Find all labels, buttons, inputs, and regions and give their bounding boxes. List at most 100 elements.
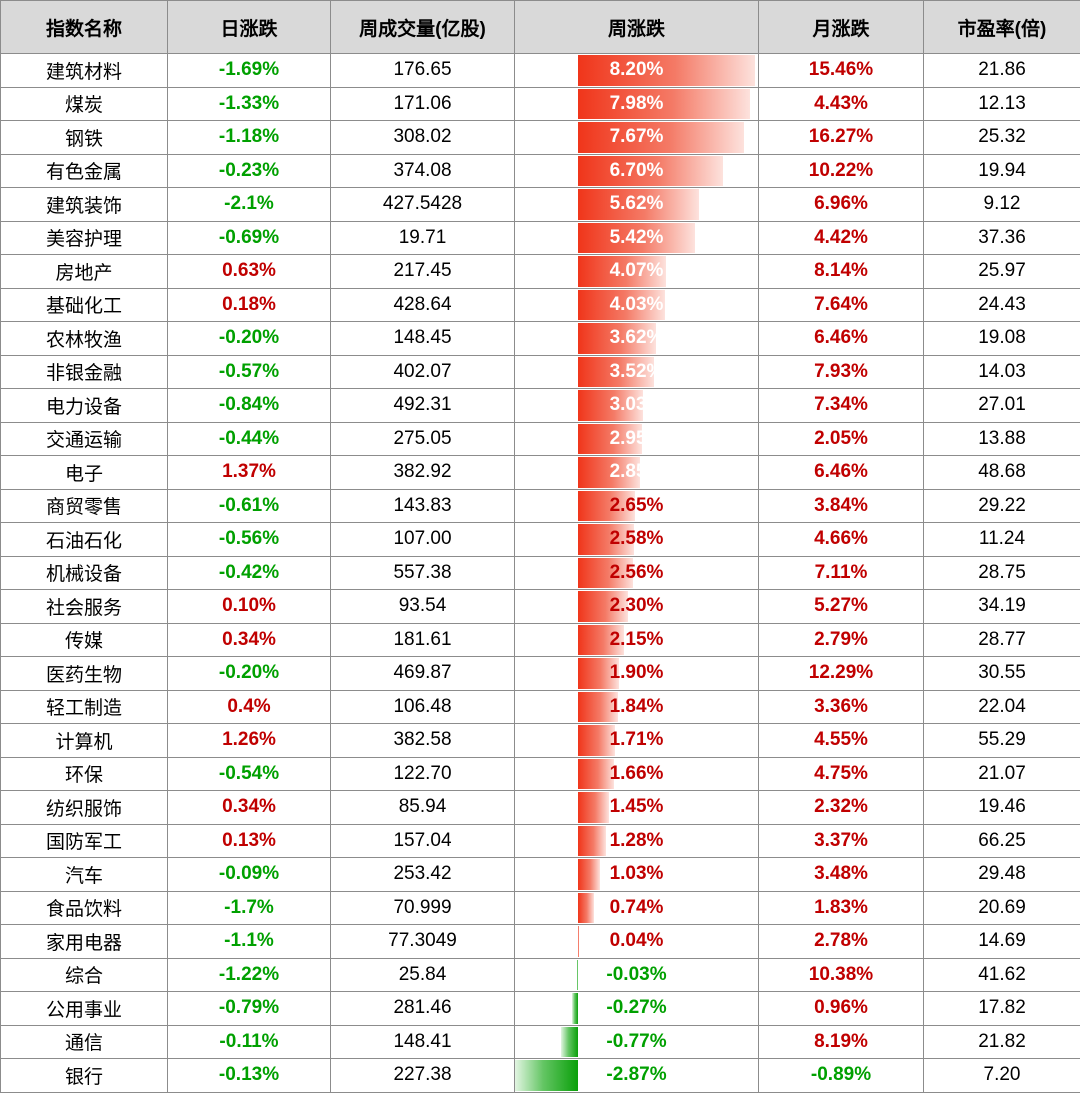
- weekly-change-value: 7.67%: [609, 126, 664, 148]
- daily-change-cell: -0.44%: [167, 421, 331, 456]
- weekly-volume-cell: 143.83: [330, 488, 515, 523]
- weekly-change-value: 1.71%: [609, 729, 664, 751]
- table-row: 家用电器 -1.1% 77.3049 0.04% 2.78% 14.69: [0, 924, 1080, 959]
- pe-ratio-cell: 21.07: [923, 756, 1080, 791]
- weekly-change-bar: [578, 423, 642, 454]
- weekly-change-bar: [578, 658, 619, 689]
- monthly-change-cell: 4.66%: [758, 522, 924, 557]
- table-row: 电子 1.37% 382.92 2.85% 6.46% 48.68: [0, 455, 1080, 490]
- weekly-change-bar: [578, 624, 625, 655]
- weekly-volume-cell: 157.04: [330, 823, 515, 858]
- weekly-change-value: 2.15%: [609, 628, 664, 650]
- daily-change-cell: 0.13%: [167, 823, 331, 858]
- index-name-cell: 电力设备: [0, 388, 168, 423]
- daily-change-cell: -0.23%: [167, 153, 331, 188]
- table-header: 指数名称 日涨跌 周成交量(亿股) 周涨跌 月涨跌 市盈率(倍): [0, 0, 1080, 54]
- pe-ratio-cell: 17.82: [923, 991, 1080, 1026]
- pe-ratio-cell: 34.19: [923, 589, 1080, 624]
- daily-change-cell: -0.13%: [167, 1058, 331, 1093]
- weekly-volume-cell: 93.54: [330, 589, 515, 624]
- weekly-change-cell: -2.87%: [514, 1058, 759, 1093]
- weekly-change-bar: [561, 1026, 578, 1057]
- weekly-change-value: 3.52%: [609, 360, 664, 382]
- weekly-change-cell: 2.65%: [514, 488, 759, 523]
- weekly-volume-cell: 469.87: [330, 656, 515, 691]
- weekly-volume-cell: 382.58: [330, 723, 515, 758]
- table-row: 机械设备 -0.42% 557.38 2.56% 7.11% 28.75: [0, 555, 1080, 590]
- monthly-change-cell: 2.32%: [758, 790, 924, 825]
- weekly-volume-cell: 25.84: [330, 957, 515, 992]
- weekly-change-value: 1.28%: [609, 829, 664, 851]
- weekly-change-bar: [578, 792, 610, 823]
- weekly-volume-cell: 176.65: [330, 53, 515, 88]
- header-daily-change: 日涨跌: [167, 0, 331, 54]
- pe-ratio-cell: 66.25: [923, 823, 1080, 858]
- weekly-change-value: 7.98%: [609, 92, 664, 114]
- index-name-cell: 轻工制造: [0, 689, 168, 724]
- index-name-cell: 环保: [0, 756, 168, 791]
- monthly-change-cell: 7.93%: [758, 354, 924, 389]
- table-row: 煤炭 -1.33% 171.06 7.98% 4.43% 12.13: [0, 86, 1080, 121]
- daily-change-cell: 1.26%: [167, 723, 331, 758]
- weekly-change-value: 1.45%: [609, 796, 664, 818]
- pe-ratio-cell: 29.22: [923, 488, 1080, 523]
- daily-change-cell: 0.34%: [167, 622, 331, 657]
- monthly-change-cell: 1.83%: [758, 890, 924, 925]
- table-row: 国防军工 0.13% 157.04 1.28% 3.37% 66.25: [0, 823, 1080, 858]
- monthly-change-cell: 4.55%: [758, 723, 924, 758]
- index-name-cell: 电子: [0, 455, 168, 490]
- daily-change-cell: -0.09%: [167, 857, 331, 892]
- pe-ratio-cell: 25.32: [923, 120, 1080, 155]
- weekly-change-bar: [578, 557, 634, 588]
- monthly-change-cell: 4.43%: [758, 86, 924, 121]
- monthly-change-cell: 7.64%: [758, 287, 924, 322]
- weekly-change-bar: [578, 490, 636, 521]
- weekly-change-cell: 5.62%: [514, 187, 759, 222]
- table-row: 建筑材料 -1.69% 176.65 8.20% 15.46% 21.86: [0, 53, 1080, 88]
- weekly-volume-cell: 70.999: [330, 890, 515, 925]
- table-row: 综合 -1.22% 25.84 -0.03% 10.38% 41.62: [0, 957, 1080, 992]
- daily-change-cell: -1.69%: [167, 53, 331, 88]
- table-row: 商贸零售 -0.61% 143.83 2.65% 3.84% 29.22: [0, 488, 1080, 523]
- pe-ratio-cell: 12.13: [923, 86, 1080, 121]
- pe-ratio-cell: 11.24: [923, 522, 1080, 557]
- weekly-change-bar: [578, 155, 723, 186]
- table-row: 房地产 0.63% 217.45 4.07% 8.14% 25.97: [0, 254, 1080, 289]
- weekly-change-bar: [578, 189, 700, 220]
- weekly-change-value: 2.85%: [609, 461, 664, 483]
- weekly-volume-cell: 253.42: [330, 857, 515, 892]
- header-row: 指数名称 日涨跌 周成交量(亿股) 周涨跌 月涨跌 市盈率(倍): [0, 0, 1080, 54]
- pe-ratio-cell: 22.04: [923, 689, 1080, 724]
- weekly-change-value: -0.03%: [606, 963, 667, 985]
- weekly-change-value: 1.03%: [609, 863, 664, 885]
- weekly-change-value: 4.03%: [609, 293, 664, 315]
- weekly-volume-cell: 557.38: [330, 555, 515, 590]
- table-row: 医药生物 -0.20% 469.87 1.90% 12.29% 30.55: [0, 656, 1080, 691]
- pe-ratio-cell: 37.36: [923, 220, 1080, 255]
- weekly-change-bar: [578, 323, 657, 354]
- monthly-change-cell: 3.37%: [758, 823, 924, 858]
- index-name-cell: 建筑材料: [0, 53, 168, 88]
- daily-change-cell: -2.1%: [167, 187, 331, 222]
- weekly-change-value: 1.90%: [609, 662, 664, 684]
- weekly-volume-cell: 402.07: [330, 354, 515, 389]
- weekly-change-bar: [578, 88, 751, 119]
- pe-ratio-cell: 29.48: [923, 857, 1080, 892]
- monthly-change-cell: -0.89%: [758, 1058, 924, 1093]
- weekly-change-bar: [578, 859, 601, 890]
- weekly-change-value: -2.87%: [606, 1064, 667, 1086]
- table-row: 交通运输 -0.44% 275.05 2.95% 2.05% 13.88: [0, 421, 1080, 456]
- weekly-change-cell: 2.95%: [514, 421, 759, 456]
- weekly-change-bar: [572, 993, 578, 1024]
- weekly-change-cell: 1.03%: [514, 857, 759, 892]
- monthly-change-cell: 8.14%: [758, 254, 924, 289]
- weekly-change-cell: 6.70%: [514, 153, 759, 188]
- pe-ratio-cell: 19.46: [923, 790, 1080, 825]
- header-weekly-change: 周涨跌: [514, 0, 759, 54]
- table-row: 社会服务 0.10% 93.54 2.30% 5.27% 34.19: [0, 589, 1080, 624]
- weekly-change-cell: 1.90%: [514, 656, 759, 691]
- pe-ratio-cell: 19.08: [923, 321, 1080, 356]
- weekly-volume-cell: 374.08: [330, 153, 515, 188]
- monthly-change-cell: 4.42%: [758, 220, 924, 255]
- weekly-change-bar: [515, 1060, 578, 1091]
